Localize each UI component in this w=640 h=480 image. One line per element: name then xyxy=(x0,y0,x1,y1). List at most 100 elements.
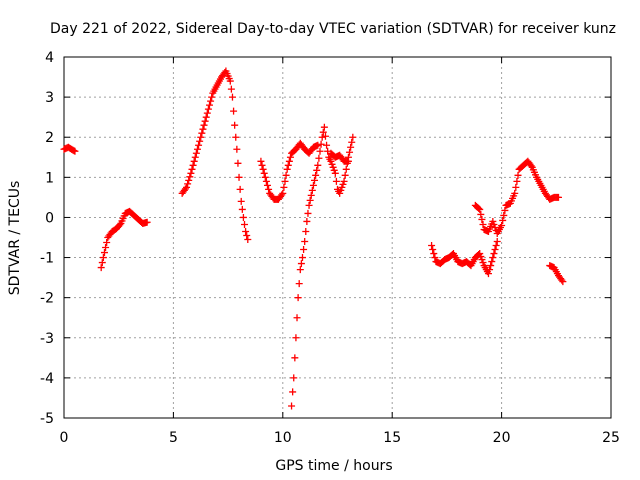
data-point xyxy=(189,161,197,169)
data-point xyxy=(323,141,331,149)
data-point xyxy=(428,242,436,250)
data-point xyxy=(230,107,238,115)
data-point xyxy=(311,176,319,184)
data-point xyxy=(298,254,306,262)
data-point xyxy=(340,177,348,185)
data-point xyxy=(304,209,312,217)
data-point xyxy=(279,189,287,197)
data-point xyxy=(477,253,485,261)
data-point xyxy=(260,169,268,177)
data-point xyxy=(527,162,535,170)
data-point xyxy=(188,165,196,173)
series-segment xyxy=(257,139,322,203)
data-point xyxy=(487,262,495,270)
data-point xyxy=(318,133,326,141)
data-point xyxy=(430,250,438,258)
data-point xyxy=(295,280,303,288)
y-tick-label: 1 xyxy=(45,170,54,186)
data-point xyxy=(500,211,508,219)
y-tick-label: 0 xyxy=(45,210,54,226)
data-point xyxy=(288,402,296,410)
data-point xyxy=(286,153,294,161)
series-segment xyxy=(428,238,501,278)
data-point xyxy=(330,166,338,174)
y-tick-label: 2 xyxy=(45,130,54,146)
data-point xyxy=(193,145,201,153)
x-tick-label: 5 xyxy=(169,430,178,446)
data-point xyxy=(498,221,506,229)
data-point xyxy=(187,169,195,177)
data-point xyxy=(344,157,352,165)
data-point xyxy=(319,128,327,136)
data-point xyxy=(488,258,496,266)
y-tick-label: -3 xyxy=(40,331,54,347)
data-point xyxy=(337,186,345,194)
data-point xyxy=(346,148,354,156)
data-point xyxy=(289,388,297,396)
data-point xyxy=(347,143,355,151)
x-tick-label: 15 xyxy=(383,430,401,446)
data-point xyxy=(228,93,236,101)
data-point xyxy=(192,149,200,157)
plot-frame xyxy=(63,56,612,419)
data-point xyxy=(296,266,304,274)
data-point xyxy=(302,227,310,235)
y-axis-label: SDTVAR / TECUs xyxy=(7,181,23,296)
data-point xyxy=(196,137,204,145)
data-point xyxy=(102,244,110,252)
data-point xyxy=(261,173,269,181)
data-point xyxy=(283,165,291,173)
data-point xyxy=(71,147,79,155)
data-point xyxy=(208,93,216,101)
data-point xyxy=(232,133,240,141)
data-point xyxy=(243,231,251,239)
data-point xyxy=(489,254,497,262)
data-marks xyxy=(60,67,567,410)
data-point xyxy=(300,246,308,254)
data-point xyxy=(308,186,316,194)
data-point xyxy=(320,123,328,131)
data-point xyxy=(476,250,484,258)
data-point xyxy=(281,177,289,185)
data-point xyxy=(143,218,151,226)
series-segment xyxy=(546,262,567,286)
data-point xyxy=(206,101,214,109)
data-point xyxy=(303,217,311,225)
data-point xyxy=(486,266,494,274)
chart-title: Day 221 of 2022, Sidereal Day-to-day VTE… xyxy=(50,21,616,37)
data-point xyxy=(301,238,309,246)
data-point xyxy=(262,177,270,185)
y-tick-label: -2 xyxy=(40,291,54,307)
data-point xyxy=(336,189,344,197)
data-point xyxy=(284,161,292,169)
y-tick-label: 4 xyxy=(45,50,54,66)
data-point xyxy=(332,177,340,185)
y-tick-label: 3 xyxy=(45,90,54,106)
data-point xyxy=(181,185,189,193)
data-point xyxy=(186,173,194,181)
grid xyxy=(64,57,611,418)
data-point xyxy=(263,181,271,189)
data-point xyxy=(185,176,193,184)
data-point xyxy=(491,246,499,254)
data-point xyxy=(116,221,124,229)
data-point xyxy=(493,238,501,246)
data-point xyxy=(558,276,566,284)
data-point xyxy=(103,239,111,247)
series-segment xyxy=(60,143,79,155)
data-point xyxy=(195,141,203,149)
data-point xyxy=(477,210,485,218)
data-point xyxy=(238,205,246,213)
data-point xyxy=(339,180,347,188)
data-point xyxy=(258,161,266,169)
data-point xyxy=(204,105,212,113)
y-tick-label: -1 xyxy=(40,251,54,267)
data-point xyxy=(259,165,267,173)
data-point xyxy=(431,254,439,262)
data-point xyxy=(231,121,239,129)
data-point xyxy=(489,217,497,225)
series-segment xyxy=(288,123,357,410)
data-point xyxy=(201,117,209,125)
data-point xyxy=(490,250,498,258)
